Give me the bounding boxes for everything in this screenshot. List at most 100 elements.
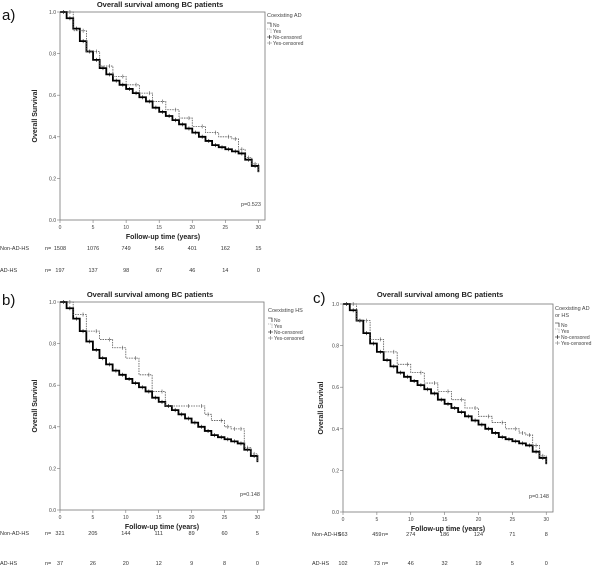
legend-entry: No	[561, 323, 568, 329]
series-no-line	[60, 11, 260, 173]
y-tick-label: 1.0	[49, 300, 56, 306]
risk-row-label: Non-AD-HS	[0, 246, 29, 252]
panel-label: b)	[2, 292, 15, 309]
risk-row-n-label: n=	[45, 246, 51, 252]
legend-title: Coexisting AD	[555, 306, 590, 312]
chart-panel-c: c) Overall survival among BC patients0.00…	[312, 290, 592, 567]
x-tick-label: 5	[375, 517, 378, 523]
x-tick-label: 0	[59, 225, 62, 231]
y-tick-label: 1.0	[332, 302, 339, 308]
y-tick-label: 0.6	[332, 385, 339, 391]
x-tick-label: 5	[92, 515, 95, 521]
risk-value: 546	[155, 246, 164, 252]
legend-line-symbol	[267, 22, 272, 27]
risk-value: 186	[440, 532, 449, 538]
series-yes-line	[60, 11, 259, 173]
chart-title: Overall survival among BC patients	[87, 290, 213, 299]
x-tick-label: 0	[342, 517, 345, 523]
risk-value: 144	[121, 531, 130, 537]
risk-value: 321	[55, 531, 64, 537]
y-axis-label: Overall Survival	[32, 89, 39, 142]
legend-entry: No-censored	[273, 35, 302, 41]
legend-line-symbol	[555, 322, 560, 327]
risk-value: 46	[189, 268, 195, 274]
y-tick-label: 0.8	[49, 52, 56, 58]
plot-area	[59, 301, 265, 511]
x-tick-label: 25	[510, 517, 516, 523]
risk-value: 14	[222, 268, 228, 274]
chart-panel-b: b) Overall survival among BC patients0.00…	[0, 290, 305, 567]
y-axis-label: Overall Survival	[318, 381, 325, 434]
risk-row-n-label: n=	[382, 561, 388, 567]
risk-value: 102	[338, 561, 347, 567]
plot-area	[59, 11, 266, 221]
x-tick-label: 5	[92, 225, 95, 231]
y-tick-label: 0.6	[49, 93, 56, 99]
risk-value: 162	[221, 246, 230, 252]
risk-value: 9	[190, 561, 193, 567]
series-yes-line	[343, 303, 547, 465]
risk-value: 46	[408, 561, 414, 567]
y-tick-label: 0.2	[49, 176, 56, 182]
legend-entry: Yes-censored	[561, 341, 592, 347]
plot-area	[342, 303, 554, 513]
y-tick-label: 0.4	[49, 425, 56, 431]
panel-label: a)	[2, 7, 15, 24]
legend-censor-symbol	[267, 41, 272, 45]
legend-entry: Yes	[274, 324, 283, 330]
x-tick-label: 0	[59, 515, 62, 521]
risk-value: 401	[188, 246, 197, 252]
x-tick-label: 20	[476, 517, 482, 523]
x-tick-label: 25	[222, 515, 228, 521]
p-value: p=0.148	[240, 492, 260, 498]
x-tick-label: 15	[156, 515, 162, 521]
legend-censor-symbol	[555, 341, 560, 345]
legend-title: Coexisting AD	[267, 13, 302, 19]
legend-title: or HS	[555, 313, 569, 319]
x-tick-label: 10	[123, 515, 129, 521]
risk-row-label: AD-HS	[312, 561, 329, 567]
x-axis-label: Follow-up time (years)	[411, 526, 485, 533]
risk-row-n-label: n=	[45, 531, 51, 537]
risk-value: 197	[55, 268, 64, 274]
legend-entry: Yes	[561, 329, 570, 335]
x-tick-label: 10	[408, 517, 414, 523]
p-value: p=0.148	[529, 494, 549, 500]
y-tick-label: 0.0	[49, 218, 56, 224]
y-tick-label: 0.8	[332, 344, 339, 350]
x-tick-label: 20	[189, 515, 195, 521]
y-tick-label: 0.6	[49, 383, 56, 389]
legend-entry: No-censored	[561, 335, 590, 341]
legend-entry: No	[273, 23, 280, 29]
legend-line-symbol	[268, 317, 273, 322]
y-tick-label: 0.0	[332, 510, 339, 516]
x-tick-label: 25	[223, 225, 229, 231]
risk-value: 67	[156, 268, 162, 274]
risk-row-label: AD-HS	[0, 561, 17, 567]
y-tick-label: 0.2	[332, 468, 339, 474]
legend-entry: Yes-censored	[273, 41, 304, 47]
risk-value: 749	[122, 246, 131, 252]
y-axis-label: Overall Survival	[32, 379, 39, 432]
legend-title: Coexisting HS	[268, 308, 303, 314]
chart-title: Overall survival among BC patients	[97, 0, 223, 9]
chart-panel-a: a)Overall survival among BC patients0.00…	[0, 0, 304, 274]
risk-value: 137	[88, 268, 97, 274]
p-value: p=0.523	[241, 202, 261, 208]
legend-censor-symbol	[268, 330, 273, 334]
x-tick-label: 20	[189, 225, 195, 231]
legend-line-symbol	[268, 323, 273, 328]
risk-row-label: Non-AD-HS	[312, 532, 341, 538]
x-axis-label: Follow-up time (years)	[125, 524, 199, 531]
y-tick-label: 0.2	[49, 466, 56, 472]
risk-value: 111	[155, 531, 163, 537]
risk-row-n-label: n=	[45, 268, 51, 274]
risk-value: 71	[509, 532, 515, 538]
risk-value: 1508	[54, 246, 66, 252]
risk-value: 73	[374, 561, 380, 567]
x-tick-label: 30	[255, 515, 261, 521]
risk-value: 0	[545, 561, 548, 567]
legend-entry: Yes-censored	[274, 336, 305, 342]
y-tick-label: 0.0	[49, 508, 56, 514]
risk-value: 205	[88, 531, 97, 537]
